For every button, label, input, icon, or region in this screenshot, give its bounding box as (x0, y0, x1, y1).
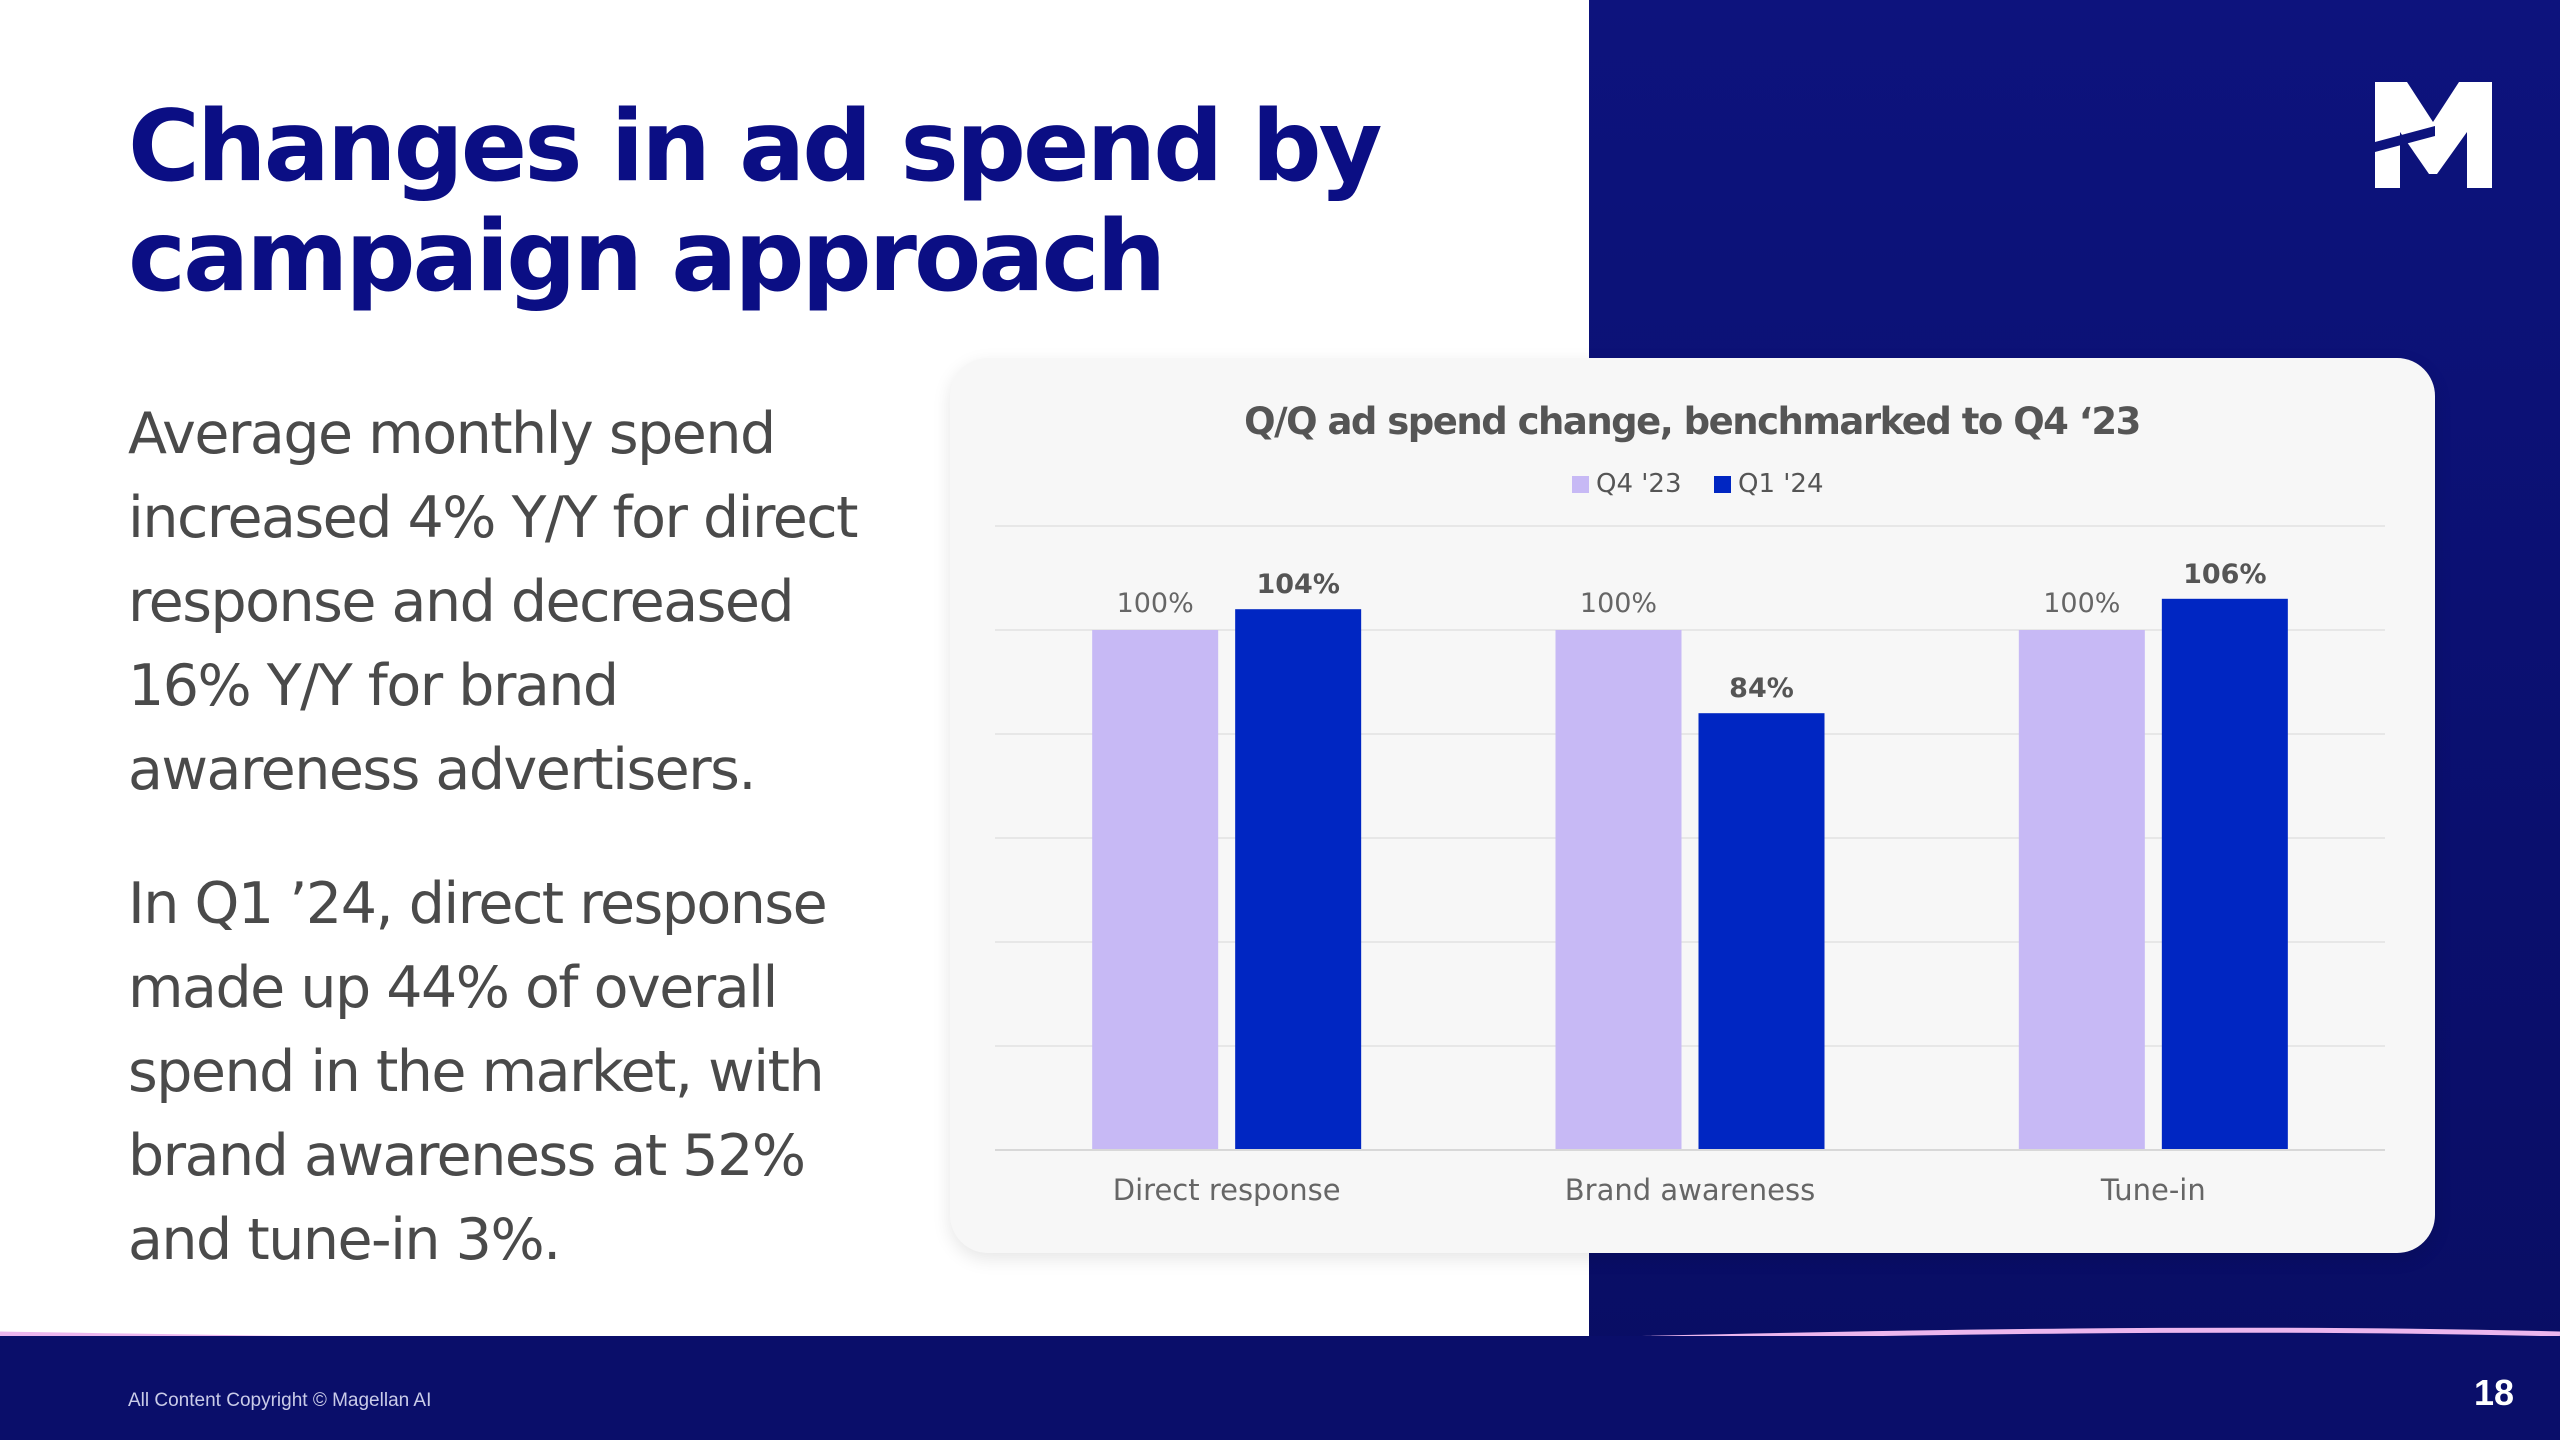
data-label: 84% (1729, 673, 1794, 704)
body-paragraph-1: Average monthly spend increased 4% Y/Y f… (128, 401, 859, 803)
footer-band (0, 1336, 2560, 1440)
x-tick-label: Brand awareness (1565, 1173, 1815, 1207)
chart-legend: Q4 '23 Q1 '24 (1572, 469, 1824, 499)
bar (2018, 630, 2145, 1150)
bar (1235, 609, 1362, 1150)
data-label: 100% (1580, 588, 1657, 619)
legend-label: Q1 '24 (1738, 469, 1824, 499)
legend-label: Q4 '23 (1596, 469, 1682, 499)
data-label: 104% (1256, 569, 1339, 600)
data-label: 100% (1117, 588, 1194, 619)
bar (1698, 713, 1825, 1150)
x-tick-label: Direct response (1113, 1173, 1341, 1207)
x-tick-label: Tune-in (2100, 1173, 2206, 1207)
bar-chart: Q/Q ad spend change, benchmarked to Q4 ‘… (995, 400, 2385, 1207)
legend-swatch (1572, 476, 1589, 493)
copyright-text: All Content Copyright © Magellan AI (128, 1390, 432, 1411)
magellan-m-logo-icon (2375, 82, 2492, 188)
chart-data-labels: 100% 104% 100% 84% 100% 106% (1117, 559, 2267, 704)
body-text: Average monthly spend increased 4% Y/Y f… (128, 392, 908, 1332)
chart-card: Q/Q ad spend change, benchmarked to Q4 ‘… (950, 358, 2435, 1253)
page-title: Changes in ad spend by campaign approach (128, 90, 1383, 314)
chart-bars (995, 598, 2385, 1151)
bar (1092, 630, 1219, 1150)
bar (2161, 598, 2288, 1150)
legend-swatch (1714, 476, 1731, 493)
page-number: 18 (2473, 1372, 2514, 1413)
chart-title: Q/Q ad spend change, benchmarked to Q4 ‘… (1244, 400, 2140, 443)
body-paragraph-2: In Q1 ’24, direct response made up 44% o… (128, 871, 828, 1273)
bar (1555, 630, 1682, 1150)
chart-x-tick-labels: Direct response Brand awareness Tune-in (1113, 1173, 2206, 1207)
data-label: 106% (2183, 559, 2266, 590)
data-label: 100% (2043, 588, 2120, 619)
